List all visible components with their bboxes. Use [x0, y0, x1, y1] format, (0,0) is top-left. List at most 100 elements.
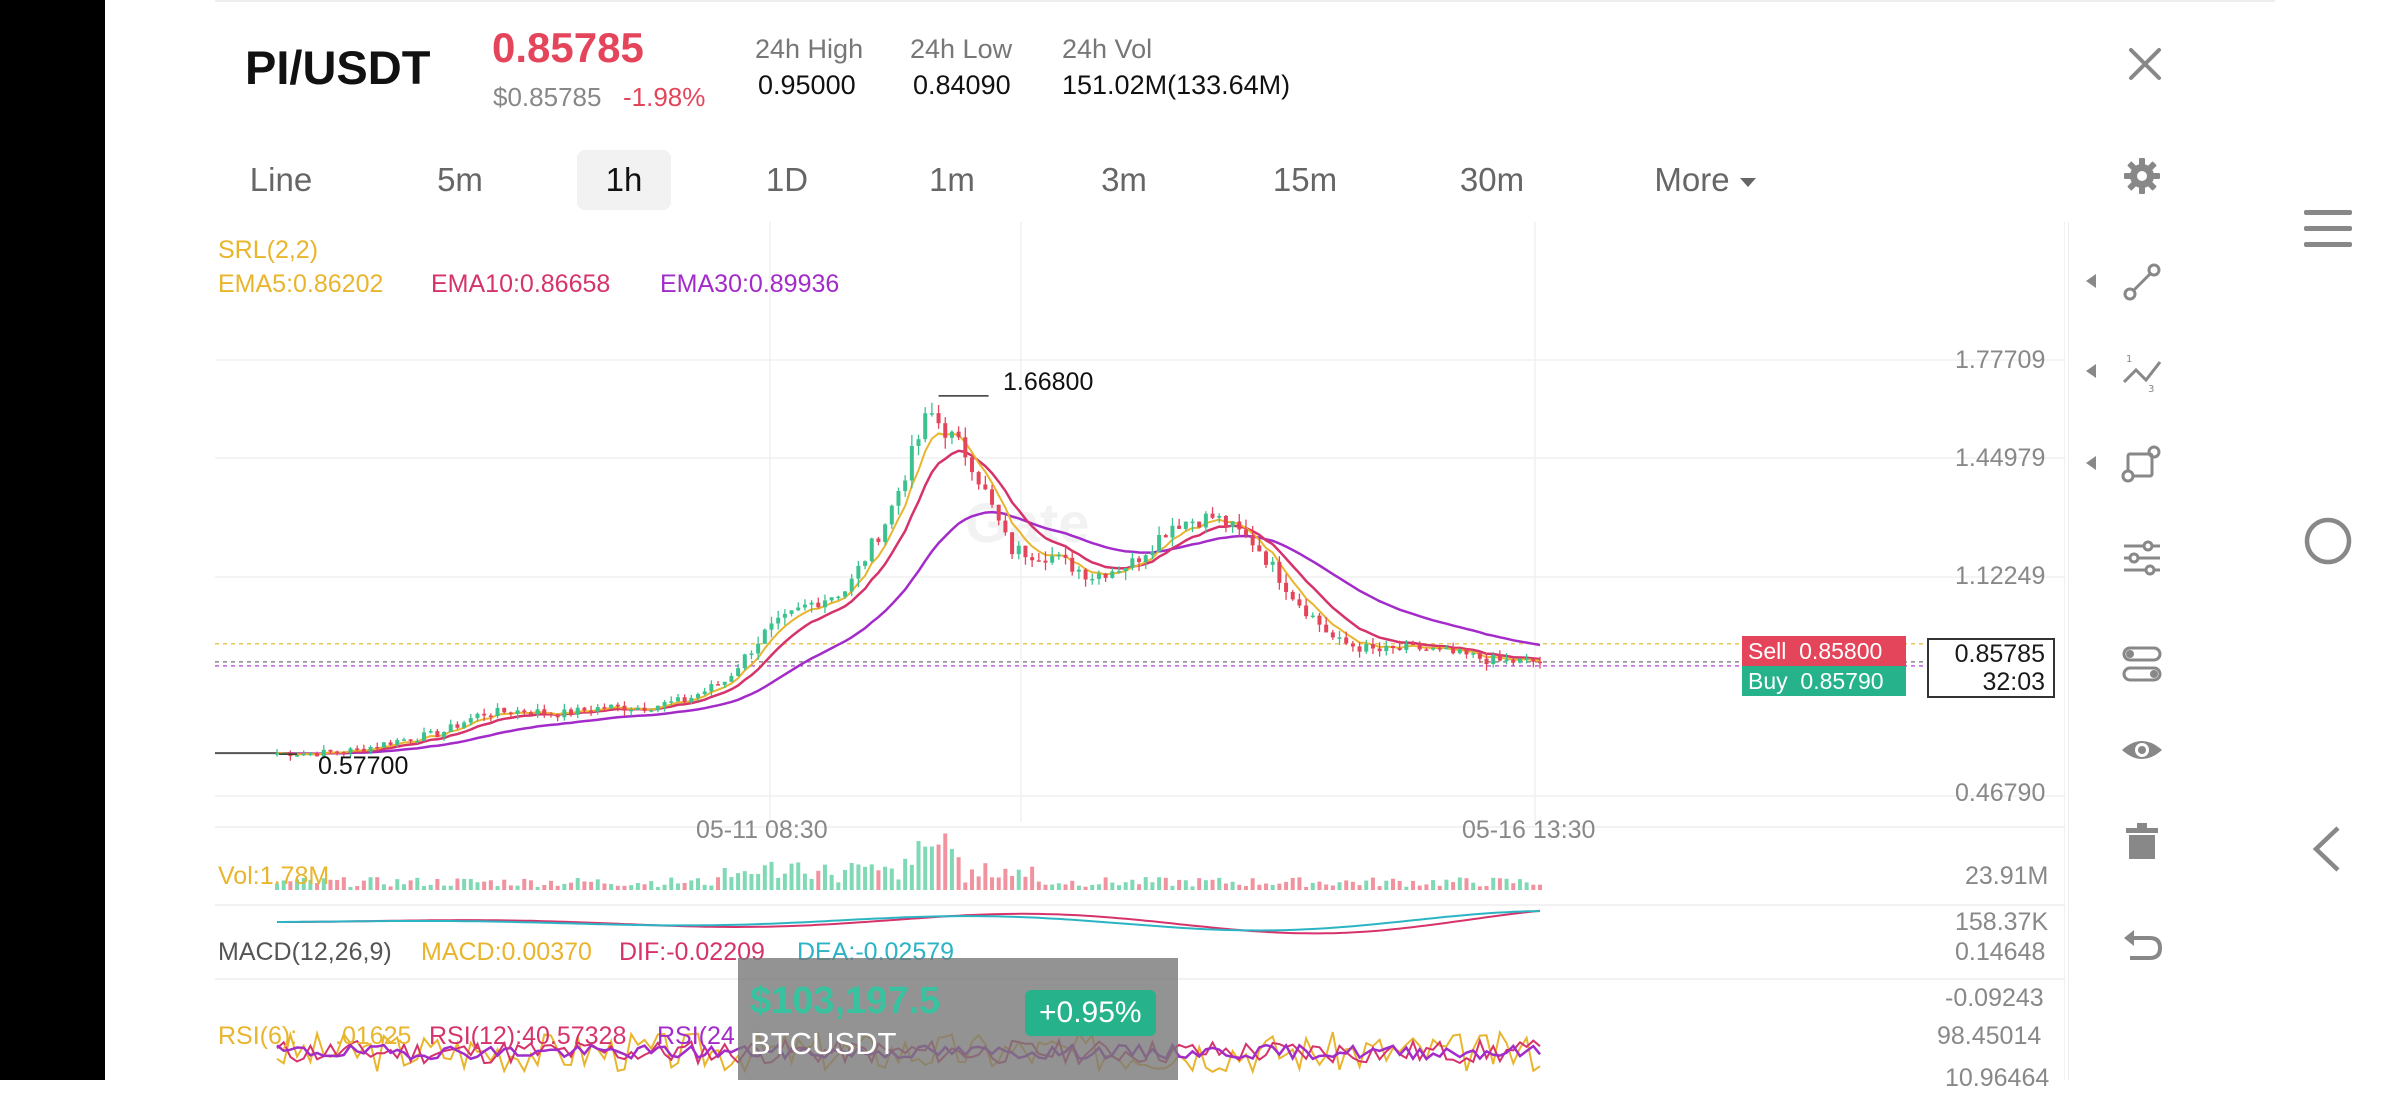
candle-body	[1431, 648, 1436, 650]
lower-indicators	[275, 833, 1542, 1075]
candle-body	[963, 437, 968, 458]
volume-bar	[1050, 884, 1055, 890]
candle-body	[756, 643, 761, 654]
btc-price: $103,197.5	[750, 980, 941, 1022]
sell-price-tag[interactable]: Sell 0.85800	[1742, 636, 1906, 666]
price-change: -1.98%	[623, 82, 706, 112]
volume-bar	[1190, 886, 1195, 890]
expand-arrow-icon[interactable]	[2086, 274, 2096, 288]
candle-body	[1517, 658, 1522, 663]
candle-body	[762, 629, 767, 644]
undo-icon[interactable]	[2118, 922, 2166, 970]
candle-body	[1137, 558, 1142, 563]
indicator-settings-icon[interactable]	[2118, 534, 2166, 582]
volume-bar	[1330, 885, 1335, 890]
tab-1d[interactable]: 1D	[765, 161, 809, 198]
tab-more[interactable]: More	[1640, 150, 1770, 210]
volume-bar	[455, 878, 460, 890]
volume-bar	[595, 879, 600, 890]
tab-1h[interactable]: 1h	[577, 150, 671, 210]
candle-body	[315, 753, 320, 757]
volume-bar	[1096, 884, 1101, 890]
candle-body	[943, 423, 948, 438]
candle-body	[675, 697, 680, 702]
volume-bar	[1150, 882, 1155, 890]
candle-body	[1023, 545, 1028, 558]
volume-bar	[1317, 881, 1322, 890]
caret-down-icon	[1739, 177, 1756, 187]
usd-price: $0.85785	[493, 82, 602, 112]
rsi24-legend: RSI(24	[657, 1022, 735, 1050]
candle-body	[1397, 647, 1402, 651]
x-label-2: 05-16 13:30	[1462, 816, 1596, 844]
tab-3m[interactable]: 3m	[1101, 161, 1147, 198]
volume-bar	[782, 873, 787, 890]
tab-1m[interactable]: 1m	[929, 161, 975, 198]
volume-bar	[1477, 886, 1482, 890]
shape-tool-icon[interactable]	[2118, 440, 2166, 488]
svg-text:1: 1	[2126, 354, 2132, 365]
volume-bar	[829, 874, 834, 890]
candle-body	[1210, 513, 1215, 518]
candle-body	[1524, 658, 1529, 660]
volume-bar	[315, 883, 320, 890]
vol-value: 151.02M(133.64M)	[1062, 70, 1291, 100]
tab-15m[interactable]: 15m	[1272, 161, 1338, 198]
candle-body	[542, 709, 547, 714]
volume-bar	[1157, 877, 1162, 890]
volume-bar	[662, 884, 667, 890]
home-icon[interactable]	[2300, 514, 2356, 568]
volume-bar	[849, 862, 854, 890]
volume-bar	[836, 882, 841, 890]
gear-icon[interactable]	[2122, 156, 2162, 196]
volume-bar	[696, 878, 700, 890]
btc-ticker-widget[interactable]: $103,197.5 +0.95% BTCUSDT	[738, 958, 1178, 1080]
candle-body	[1264, 551, 1269, 565]
line-tool-icon[interactable]	[2118, 258, 2166, 306]
candle-body	[1050, 556, 1055, 563]
volume-bar	[756, 873, 761, 890]
buy-price-tag[interactable]: Buy 0.85790	[1742, 666, 1906, 696]
candle-body	[829, 597, 834, 601]
trash-icon[interactable]	[2118, 818, 2166, 866]
layers-tool-icon[interactable]	[2118, 640, 2166, 688]
menu-icon[interactable]	[2300, 206, 2356, 252]
expand-arrow-icon[interactable]	[2086, 364, 2096, 378]
current-price-box: 0.85785 32:03	[1927, 638, 2055, 698]
volume-bar	[876, 870, 881, 890]
volume-bar	[1130, 879, 1135, 890]
tab-30m[interactable]: 30m	[1459, 161, 1525, 198]
tab-5m[interactable]: 5m	[437, 161, 483, 198]
volume-bar	[1023, 876, 1028, 890]
volume-bar	[1397, 880, 1402, 890]
candle-body	[408, 739, 413, 741]
candle-body	[1257, 545, 1262, 552]
volume-bar	[562, 883, 567, 890]
volume-bar	[1437, 885, 1442, 890]
candle-body	[295, 755, 300, 757]
candle-body	[662, 702, 667, 706]
volume-bar	[655, 886, 660, 890]
volume-bar	[1344, 880, 1349, 890]
candle-body	[569, 709, 574, 715]
ema5-path	[276, 432, 1541, 756]
candle-body	[1150, 551, 1155, 556]
volume-bar	[943, 833, 948, 890]
ema10-legend: EMA10:0.86658	[431, 270, 611, 298]
volume-bar	[762, 865, 767, 890]
candlestick-chart[interactable]: Gate	[215, 222, 2065, 1080]
candle-body	[1411, 643, 1416, 645]
fibonacci-tool-icon[interactable]: 1 3	[2118, 348, 2166, 396]
volume-bar	[1217, 877, 1222, 890]
close-icon[interactable]	[2123, 42, 2167, 86]
volume-bar	[295, 879, 300, 890]
expand-arrow-icon[interactable]	[2086, 456, 2096, 470]
candle-body	[428, 731, 433, 733]
tab-line[interactable]: Line	[249, 161, 313, 198]
volume-bar	[1504, 878, 1509, 890]
candle-body	[1123, 567, 1128, 572]
back-icon[interactable]	[2300, 822, 2356, 876]
candle-body	[669, 701, 674, 703]
volume-bar	[1090, 884, 1095, 890]
eye-icon[interactable]	[2118, 726, 2166, 774]
